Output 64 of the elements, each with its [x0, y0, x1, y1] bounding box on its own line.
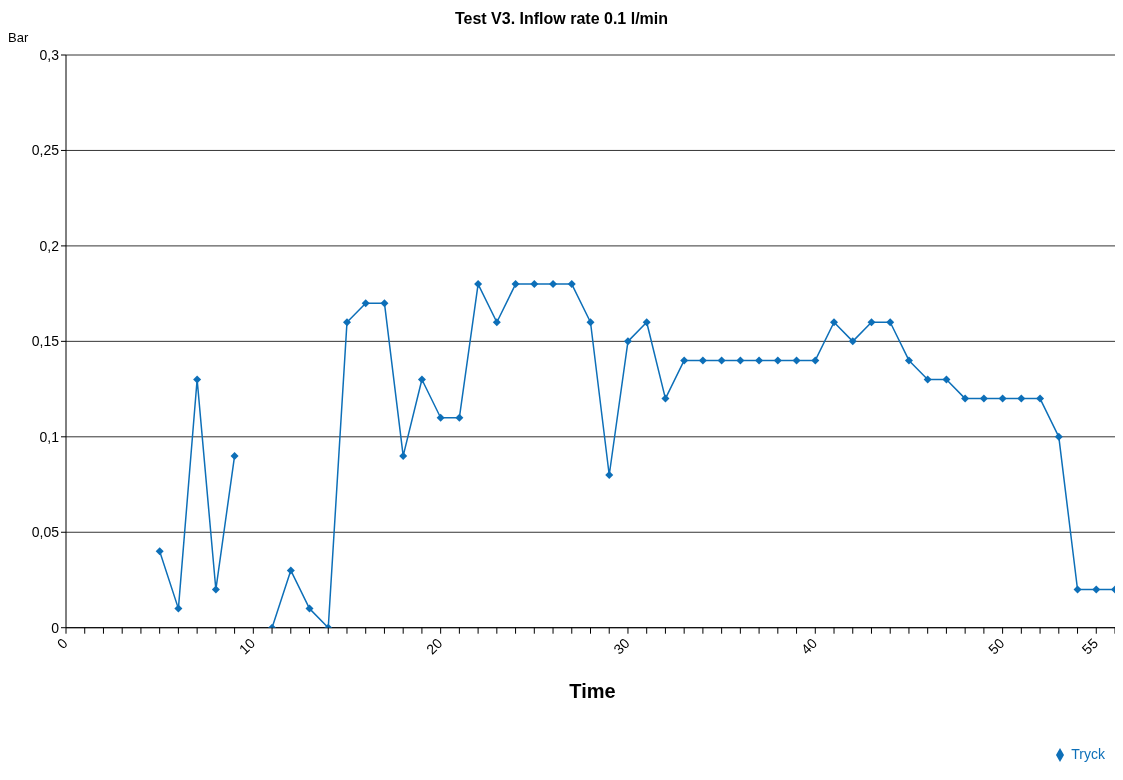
point [867, 318, 876, 327]
point [193, 375, 202, 384]
point [211, 585, 220, 594]
point [961, 394, 970, 403]
point [530, 280, 539, 289]
point [305, 604, 314, 613]
chart-title: Test V3. Inflow rate 0.1 l/min [453, 10, 670, 28]
y-tick-label: 0,05 [31, 524, 60, 541]
x-tick-label: 20 [423, 634, 446, 658]
point [474, 280, 483, 289]
point [979, 394, 988, 403]
point [904, 356, 913, 365]
point [155, 547, 164, 556]
x-tick-label: 0 [53, 634, 71, 652]
point [680, 356, 689, 365]
point [492, 318, 501, 327]
point [342, 318, 351, 327]
point [792, 356, 801, 365]
y-tick-label: 0,25 [31, 142, 60, 159]
point [736, 356, 745, 365]
legend-label: Tryck [1071, 745, 1105, 762]
point [436, 413, 445, 422]
point [998, 394, 1007, 403]
x-tick-label: 50 [985, 634, 1008, 658]
y-tick-label: 0,2 [39, 237, 60, 254]
point [698, 356, 707, 365]
point [567, 280, 576, 289]
point [1036, 394, 1045, 403]
point [1054, 432, 1063, 441]
point [623, 337, 632, 346]
point [773, 356, 782, 365]
point [417, 375, 426, 384]
point [923, 375, 932, 384]
point [174, 604, 183, 613]
point [848, 337, 857, 346]
point [717, 356, 726, 365]
point [1073, 585, 1082, 594]
point [755, 356, 764, 365]
point [886, 318, 895, 327]
point [230, 451, 239, 460]
y-tick-label: 0,15 [31, 333, 60, 350]
x-tick-label: 10 [235, 634, 259, 658]
point [286, 566, 295, 575]
point [380, 299, 389, 308]
point [661, 394, 670, 403]
y-tick-label: 0 [51, 619, 60, 636]
point [942, 375, 951, 384]
x-axis-title: Time [568, 680, 617, 703]
point [361, 299, 370, 308]
y-tick-label: 0,3 [39, 46, 60, 63]
point [811, 356, 820, 365]
point [549, 280, 558, 289]
point [1092, 585, 1101, 594]
point [642, 318, 651, 327]
point [1017, 394, 1026, 403]
point [586, 318, 595, 327]
x-tick-label: 40 [797, 634, 821, 658]
x-tick-label: 55 [1078, 634, 1102, 658]
point [455, 413, 464, 422]
point [830, 318, 839, 327]
y-tick-label: 0,1 [39, 428, 60, 445]
x-tick-label: 30 [610, 634, 633, 658]
point [511, 280, 520, 289]
y-axis-title: Bar [8, 30, 29, 45]
